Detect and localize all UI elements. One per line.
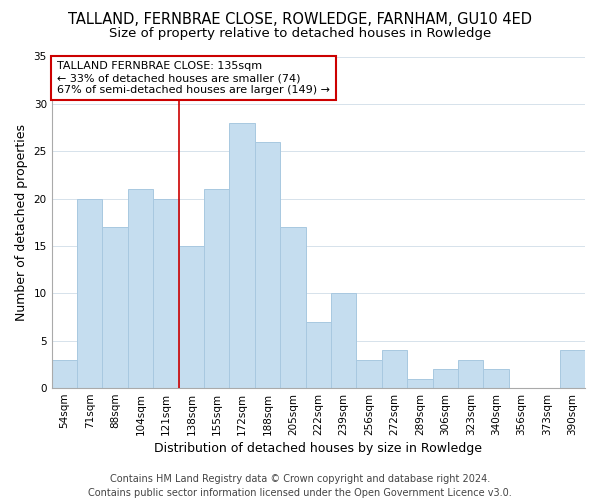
- Bar: [356, 360, 382, 388]
- Bar: [331, 294, 356, 388]
- Bar: [560, 350, 585, 388]
- Bar: [458, 360, 484, 388]
- Bar: [382, 350, 407, 388]
- Bar: [305, 322, 331, 388]
- Text: Size of property relative to detached houses in Rowledge: Size of property relative to detached ho…: [109, 28, 491, 40]
- Bar: [179, 246, 204, 388]
- Bar: [484, 369, 509, 388]
- Y-axis label: Number of detached properties: Number of detached properties: [15, 124, 28, 321]
- Bar: [153, 198, 179, 388]
- Bar: [407, 378, 433, 388]
- Bar: [77, 198, 103, 388]
- Bar: [52, 360, 77, 388]
- Text: TALLAND FERNBRAE CLOSE: 135sqm
← 33% of detached houses are smaller (74)
67% of : TALLAND FERNBRAE CLOSE: 135sqm ← 33% of …: [57, 62, 330, 94]
- X-axis label: Distribution of detached houses by size in Rowledge: Distribution of detached houses by size …: [154, 442, 482, 455]
- Bar: [204, 189, 229, 388]
- Bar: [128, 189, 153, 388]
- Bar: [433, 369, 458, 388]
- Text: Contains HM Land Registry data © Crown copyright and database right 2024.
Contai: Contains HM Land Registry data © Crown c…: [88, 474, 512, 498]
- Text: TALLAND, FERNBRAE CLOSE, ROWLEDGE, FARNHAM, GU10 4ED: TALLAND, FERNBRAE CLOSE, ROWLEDGE, FARNH…: [68, 12, 532, 28]
- Bar: [280, 227, 305, 388]
- Bar: [229, 123, 255, 388]
- Bar: [103, 227, 128, 388]
- Bar: [255, 142, 280, 388]
